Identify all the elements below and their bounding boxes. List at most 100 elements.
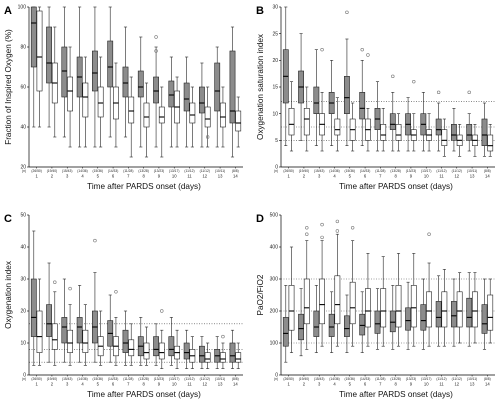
box-first-group-day-13 [214, 336, 221, 369]
box-iqr [426, 291, 432, 328]
box-iqr [481, 118, 488, 146]
box-first-group-day-5 [344, 10, 350, 146]
n-label: (26/50) [31, 377, 41, 381]
box-iqr [168, 80, 175, 108]
box-second-group-day-1 [288, 246, 295, 353]
n-label: (11/12) [452, 377, 462, 381]
panel-letter: A [4, 5, 12, 17]
outlier-point [320, 47, 324, 52]
y-tick-label: 5 [275, 138, 278, 144]
outlier-point [114, 290, 118, 294]
box-iqr [466, 124, 473, 141]
box-iqr [451, 301, 457, 328]
box-second-group-day-11 [189, 86, 196, 148]
box-iqr [466, 297, 473, 328]
y-tick-label: 100 [270, 341, 279, 347]
box-iqr [158, 106, 165, 124]
n-label: (26/50) [31, 169, 41, 173]
box-iqr [229, 50, 236, 124]
outlier-point [366, 53, 370, 57]
box-second-group-day-7 [128, 323, 135, 366]
outlier-point [305, 232, 309, 236]
box-second-group-day-11 [441, 118, 448, 157]
outlier-point [205, 135, 210, 139]
box-first-group-day-2 [46, 262, 52, 363]
outlier-point [345, 10, 349, 15]
day-tick-label: 14 [485, 382, 490, 387]
day-tick-label: 12 [202, 174, 207, 179]
outlier-point [154, 35, 158, 39]
box-first-group-day-3 [313, 285, 320, 353]
box-second-group-day-6 [365, 53, 371, 152]
n-label: (15/36) [93, 169, 103, 173]
box-iqr [359, 313, 366, 336]
box-second-group-day-5 [349, 226, 356, 347]
box-first-group-day-4 [76, 6, 83, 148]
box-iqr [189, 102, 196, 124]
box-iqr [128, 339, 135, 357]
box-iqr [313, 86, 320, 114]
box-second-group-day-7 [380, 108, 387, 152]
outlier-point [68, 286, 72, 291]
box-second-group-day-9 [410, 79, 417, 152]
day-tick-label: 9 [410, 382, 413, 387]
box-second-group-day-2 [51, 280, 58, 366]
box-first-group-day-8 [389, 74, 396, 152]
n-label: (19/40) [47, 169, 57, 173]
n-label: (10/11) [215, 377, 225, 381]
box-second-group-day-4 [82, 56, 89, 148]
box-iqr [319, 278, 325, 325]
box-first-group-day-9 [153, 35, 159, 148]
y-tick-label: 20 [20, 165, 26, 171]
n-label: (11/28) [123, 169, 133, 173]
n-label: (11/12) [436, 377, 446, 381]
box-iqr [441, 129, 448, 146]
day-tick-label: 4 [333, 174, 336, 179]
box-second-group-day-5 [349, 102, 356, 152]
box-second-group-day-14 [487, 124, 494, 157]
box-iqr [389, 113, 396, 130]
box-iqr [235, 352, 242, 363]
day-tick-label: 1 [287, 382, 290, 387]
box-first-group-day-14 [481, 102, 488, 157]
box-first-group-day-1 [30, 6, 37, 128]
box-first-group-day-13 [466, 90, 473, 152]
y-tick-label: 0 [23, 373, 26, 379]
n-label: (15/43) [314, 169, 324, 173]
box-iqr [313, 310, 320, 337]
day-tick-label: 10 [424, 382, 429, 387]
y-tick-label: 0 [275, 165, 278, 171]
n-label: (11/12) [436, 169, 446, 173]
day-tick-label: 6 [364, 382, 367, 387]
day-tick-label: 13 [470, 382, 475, 387]
n-label: (13/23) [154, 377, 164, 381]
outlier-point [53, 280, 57, 284]
box-iqr [456, 291, 463, 328]
n-label: (14/33) [360, 377, 370, 381]
day-tick-label: 2 [51, 174, 54, 179]
n-label: (11/12) [452, 169, 462, 173]
box-iqr [51, 323, 58, 350]
outlier-point [305, 226, 309, 230]
y-axis-label: Oxygenation saturation index [256, 34, 265, 140]
box-iqr [153, 76, 159, 104]
box-first-group-day-12 [451, 108, 457, 152]
outlier-point [335, 219, 340, 224]
day-tick-label: 14 [485, 174, 490, 179]
box-iqr [380, 288, 387, 328]
x-axis-label: Time after PARDS onset (days) [339, 390, 453, 399]
box-second-group-day-2 [303, 86, 310, 152]
day-tick-label: 4 [81, 174, 84, 179]
day-tick-label: 10 [424, 174, 429, 179]
day-tick-label: 7 [379, 382, 382, 387]
box-iqr [410, 285, 417, 328]
day-tick-label: 8 [394, 382, 397, 387]
box-iqr [481, 304, 488, 334]
box-iqr [143, 102, 150, 128]
y-tick-label: 40 [20, 245, 26, 251]
box-iqr [61, 317, 68, 344]
box-iqr [365, 288, 371, 328]
box-first-group-day-12 [451, 278, 457, 347]
n-label: (13/28) [138, 169, 148, 173]
